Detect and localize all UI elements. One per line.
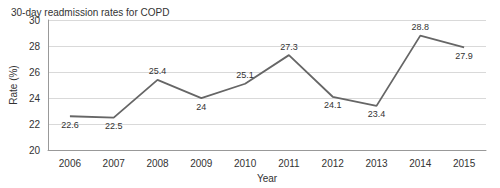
svg-text:22.5: 22.5 — [105, 121, 123, 131]
svg-text:2010: 2010 — [234, 158, 257, 169]
svg-text:25.1: 25.1 — [236, 70, 254, 80]
svg-text:2007: 2007 — [103, 158, 126, 169]
svg-text:2013: 2013 — [365, 158, 388, 169]
svg-text:2009: 2009 — [190, 158, 213, 169]
svg-text:22.6: 22.6 — [61, 120, 79, 130]
svg-text:2008: 2008 — [146, 158, 169, 169]
svg-text:2011: 2011 — [278, 158, 300, 169]
svg-text:30-day readmission rates for C: 30-day readmission rates for COPD — [11, 7, 169, 18]
svg-text:30: 30 — [28, 14, 40, 26]
svg-text:2014: 2014 — [409, 158, 432, 169]
svg-text:24: 24 — [196, 102, 206, 112]
svg-text:Year: Year — [257, 173, 278, 184]
svg-text:20: 20 — [29, 145, 41, 156]
svg-text:27.9: 27.9 — [455, 51, 473, 61]
svg-text:26: 26 — [29, 67, 41, 78]
svg-text:24: 24 — [29, 93, 41, 104]
svg-text:27.3: 27.3 — [280, 42, 298, 52]
svg-text:23.4: 23.4 — [368, 109, 386, 119]
svg-text:2012: 2012 — [322, 158, 345, 169]
svg-text:22: 22 — [29, 119, 41, 130]
svg-text:28: 28 — [29, 41, 41, 52]
svg-text:28.8: 28.8 — [412, 22, 430, 32]
svg-text:2006: 2006 — [59, 158, 82, 169]
svg-text:24.1: 24.1 — [324, 100, 342, 110]
svg-text:2015: 2015 — [453, 158, 476, 169]
svg-text:Rate (%): Rate (%) — [8, 65, 19, 104]
svg-text:25.4: 25.4 — [149, 66, 167, 76]
